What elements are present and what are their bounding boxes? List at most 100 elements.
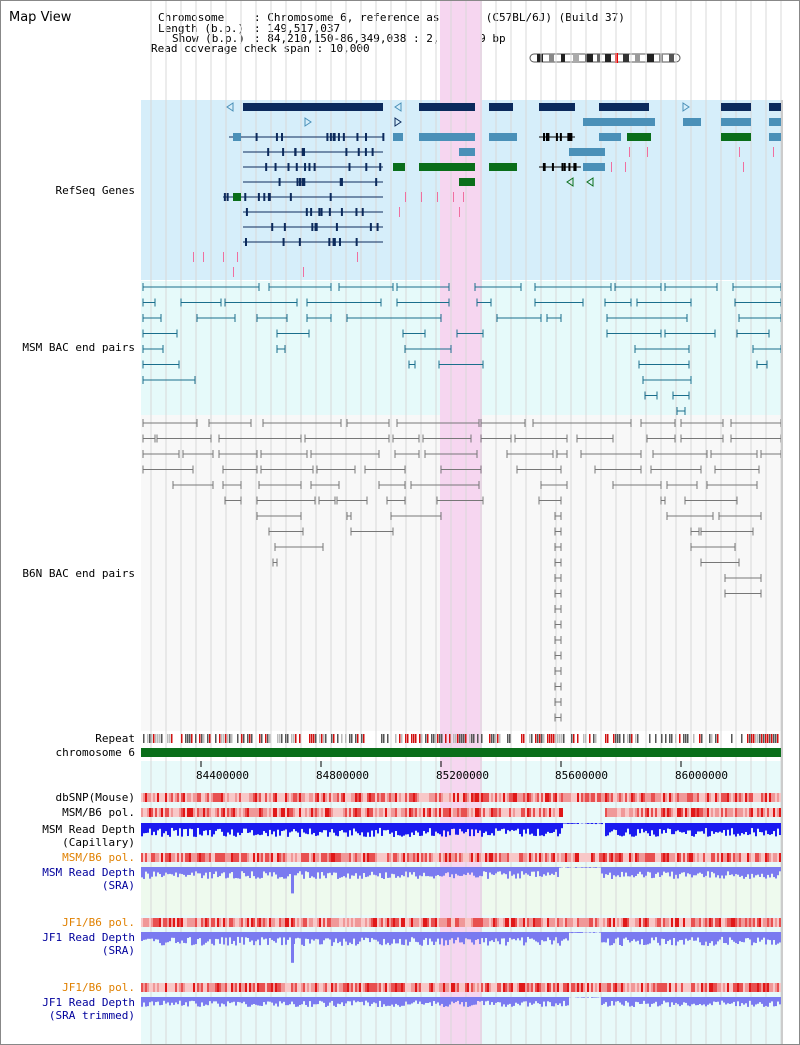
- read-depth-bar: [771, 823, 773, 835]
- polymorphism-cell: [291, 808, 293, 817]
- polymorphism-cell: [561, 808, 563, 817]
- gene-exon: [244, 238, 247, 246]
- repeat-mark: [415, 734, 417, 743]
- polymorphism-cell: [193, 853, 195, 862]
- polymorphism-cell: [679, 853, 681, 862]
- read-depth-bar: [447, 823, 449, 832]
- read-depth-bar: [415, 932, 417, 942]
- polymorphism-cell: [251, 793, 253, 802]
- track-label-jf1-read-depth-trimmed: JF1 Read Depth: [42, 996, 135, 1009]
- polymorphism-cell: [745, 853, 747, 862]
- polymorphism-cell: [511, 808, 513, 817]
- read-depth-bar: [575, 932, 577, 933]
- polymorphism-cell: [229, 918, 231, 927]
- read-depth-bar: [577, 823, 579, 825]
- read-depth-bar: [323, 867, 325, 876]
- read-depth-bar: [535, 823, 537, 837]
- polymorphism-cell: [335, 853, 337, 862]
- polymorphism-cell: [621, 793, 623, 802]
- read-depth-bar: [543, 823, 545, 837]
- polymorphism-cell: [687, 808, 689, 817]
- read-depth-bar: [431, 932, 433, 942]
- polymorphism-cell: [343, 808, 345, 817]
- repeat-mark: [265, 734, 267, 743]
- read-depth-bar: [435, 867, 437, 876]
- polymorphism-cell: [291, 983, 293, 992]
- read-depth-bar: [493, 823, 495, 836]
- polymorphism-cell: [543, 853, 545, 862]
- polymorphism-cell: [425, 793, 427, 802]
- read-depth-bar: [149, 867, 151, 879]
- polymorphism-cell: [227, 983, 229, 992]
- polymorphism-cell: [317, 793, 319, 802]
- polymorphism-cell: [345, 983, 347, 992]
- polymorphism-cell: [589, 853, 591, 862]
- read-depth-bar: [405, 867, 407, 872]
- repeat-mark: [169, 734, 171, 743]
- read-depth-bar: [189, 823, 191, 829]
- polymorphism-cell: [243, 853, 245, 862]
- gene-exon: [332, 238, 335, 246]
- read-depth-bar: [375, 823, 377, 831]
- polymorphism-cell: [441, 793, 443, 802]
- polymorphism-cell: [517, 808, 519, 817]
- read-depth-bar: [473, 823, 475, 837]
- polymorphism-cell: [395, 808, 397, 817]
- polymorphism-cell: [319, 918, 321, 927]
- read-depth-bar: [609, 867, 611, 873]
- gene-exon: [365, 163, 368, 171]
- polymorphism-cell: [521, 808, 523, 817]
- read-depth-bar: [279, 867, 281, 878]
- polymorphism-cell: [493, 808, 495, 817]
- polymorphism-cell: [617, 808, 619, 817]
- read-depth-bar: [647, 823, 649, 834]
- read-depth-bar: [605, 932, 607, 943]
- read-depth-bar: [551, 823, 553, 833]
- read-depth-bar: [315, 932, 317, 939]
- read-depth-bar: [153, 932, 155, 942]
- read-depth-bar: [383, 867, 385, 879]
- polymorphism-cell: [225, 808, 227, 817]
- read-depth-bar: [725, 932, 727, 944]
- track-label-b6n-bac[interactable]: B6N BAC end pairs: [22, 567, 135, 580]
- polymorphism-cell: [741, 918, 743, 927]
- read-depth-bar: [287, 823, 289, 837]
- read-depth-bar: [247, 997, 249, 1007]
- read-depth-bar: [661, 932, 663, 939]
- read-depth-bar: [711, 867, 713, 872]
- read-depth-bar: [555, 867, 557, 872]
- polymorphism-cell: [629, 853, 631, 862]
- polymorphism-cell: [463, 793, 465, 802]
- repeat-mark: [449, 734, 451, 743]
- polymorphism-cell: [279, 793, 281, 802]
- polymorphism-cell: [577, 918, 579, 927]
- polymorphism-cell: [615, 793, 617, 802]
- read-depth-bar: [645, 823, 647, 831]
- read-depth-bar: [729, 823, 731, 836]
- read-depth-bar: [185, 867, 187, 877]
- repeat-mark: [249, 734, 251, 743]
- read-depth-bar: [275, 823, 277, 837]
- repeat-mark: [143, 734, 145, 743]
- chromosome-ideogram-icon[interactable]: [529, 52, 683, 64]
- pink-marker: [399, 207, 400, 217]
- polymorphism-cell: [149, 918, 151, 927]
- track-label-refseq[interactable]: RefSeq Genes: [55, 184, 135, 197]
- repeat-mark: [195, 734, 197, 743]
- read-depth-bar: [487, 932, 489, 946]
- polymorphism-cell: [625, 853, 627, 862]
- read-depth-bar: [161, 932, 163, 946]
- polymorphism-cell: [491, 983, 493, 992]
- gene-exon: [301, 178, 304, 186]
- read-depth-bar: [147, 997, 149, 1007]
- read-depth-bar: [147, 823, 149, 833]
- polymorphism-cell: [215, 853, 217, 862]
- polymorphism-cell: [369, 983, 371, 992]
- read-depth-bar: [593, 867, 595, 868]
- read-depth-bar: [685, 867, 687, 877]
- track-label-msm-bac[interactable]: MSM BAC end pairs: [22, 341, 135, 354]
- polymorphism-cell: [555, 793, 557, 802]
- read-depth-bar: [263, 997, 265, 1003]
- polymorphism-cell: [201, 983, 203, 992]
